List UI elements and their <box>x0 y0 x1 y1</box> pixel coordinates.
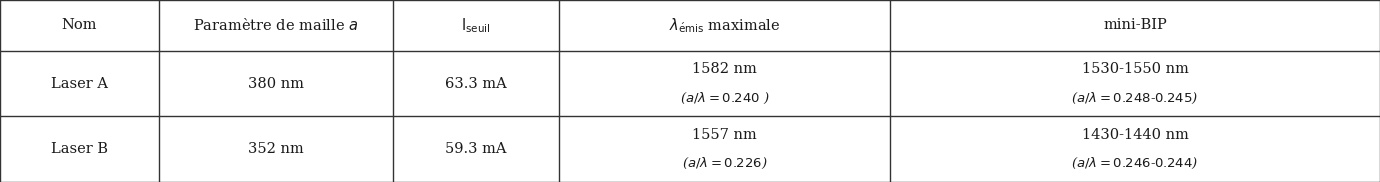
Text: ($a/\lambda = 0.246$-$0.244$): ($a/\lambda = 0.246$-$0.244$) <box>1071 156 1199 171</box>
Text: 380 nm: 380 nm <box>248 77 304 91</box>
Text: 1557 nm: 1557 nm <box>693 128 756 142</box>
Text: Laser A: Laser A <box>51 77 108 91</box>
Text: 352 nm: 352 nm <box>248 142 304 156</box>
Text: ($a/\lambda = 0.240$ ): ($a/\lambda = 0.240$ ) <box>679 91 770 106</box>
Text: $\mathrm{I}_{\mathrm{seuil}}$: $\mathrm{I}_{\mathrm{seuil}}$ <box>461 16 491 35</box>
Text: 1430-1440 nm: 1430-1440 nm <box>1082 128 1188 142</box>
Text: Laser B: Laser B <box>51 142 108 156</box>
Text: 63.3 mA: 63.3 mA <box>446 77 506 91</box>
Text: mini-BIP: mini-BIP <box>1103 19 1167 32</box>
Text: Paramètre de maille $a$: Paramètre de maille $a$ <box>193 17 359 33</box>
Text: Nom: Nom <box>62 19 97 32</box>
Text: ($a/\lambda = 0.226$): ($a/\lambda = 0.226$) <box>682 156 767 171</box>
Text: 59.3 mA: 59.3 mA <box>446 142 506 156</box>
Text: ($a/\lambda = 0.248$-$0.245$): ($a/\lambda = 0.248$-$0.245$) <box>1071 91 1199 106</box>
Text: 1582 nm: 1582 nm <box>691 62 758 76</box>
Text: 1530-1550 nm: 1530-1550 nm <box>1082 62 1188 76</box>
Text: $\lambda_{\mathrm{\acute{e}mis}}$ maximale: $\lambda_{\mathrm{\acute{e}mis}}$ maxima… <box>669 16 780 35</box>
